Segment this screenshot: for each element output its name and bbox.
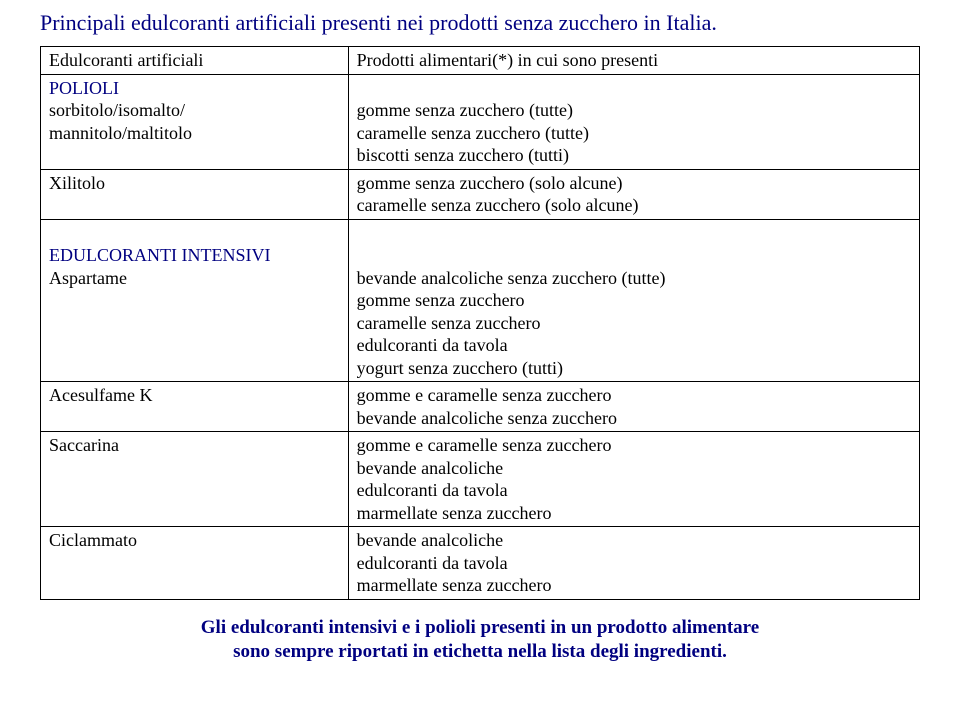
header-right: Prodotti alimentari(*) in cui sono prese… [348,47,919,75]
table-row: EDULCORANTI INTENSIVI Aspartame bevande … [41,219,920,382]
product-line: edulcoranti da tavola [357,479,911,502]
section-cell: POLIOLI sorbitolo/isomalto/ mannitolo/ma… [41,74,349,169]
product-line: gomme e caramelle senza zucchero [357,384,911,407]
product-line: gomme senza zucchero [357,289,911,312]
product-line: marmellate senza zucchero [357,502,911,525]
section-label-intensivi: EDULCORANTI INTENSIVI [49,244,340,267]
section-cell: EDULCORANTI INTENSIVI Aspartame [41,219,349,382]
footer-line: sono sempre riportati in etichetta nella… [40,640,920,665]
sweeteners-table: Edulcoranti artificiali Prodotti aliment… [40,46,920,600]
product-line: caramelle senza zucchero [357,312,911,335]
footer-line: Gli edulcoranti intensivi e i polioli pr… [40,616,920,641]
sweetener-name: Aspartame [49,267,340,290]
sweetener-name: Acesulfame K [41,382,349,432]
table-header-row: Edulcoranti artificiali Prodotti aliment… [41,47,920,75]
product-line: bevande analcoliche senza zucchero (tutt… [357,267,911,290]
page: Principali edulcoranti artificiali prese… [0,0,960,665]
table-row: Ciclammato bevande analcoliche edulcoran… [41,527,920,600]
product-line: edulcoranti da tavola [357,552,911,575]
products-cell: gomme e caramelle senza zucchero bevande… [348,432,919,527]
footer-note: Gli edulcoranti intensivi e i polioli pr… [40,616,920,665]
table-row: Saccarina gomme e caramelle senza zucche… [41,432,920,527]
section-label-polioli: POLIOLI [49,77,340,100]
sweetener-name: Xilitolo [41,169,349,219]
product-line: yogurt senza zucchero (tutti) [357,357,911,380]
page-title: Principali edulcoranti artificiali prese… [40,10,920,36]
product-line: bevande analcoliche [357,529,911,552]
products-cell: bevande analcoliche senza zucchero (tutt… [348,219,919,382]
product-line: gomme senza zucchero (solo alcune) [357,172,911,195]
sweetener-name: Ciclammato [41,527,349,600]
product-line: marmellate senza zucchero [357,574,911,597]
sweetener-name: Saccarina [41,432,349,527]
product-line: caramelle senza zucchero (solo alcune) [357,194,911,217]
product-line: gomme senza zucchero (tutte) [357,99,911,122]
products-cell: bevande analcoliche edulcoranti da tavol… [348,527,919,600]
product-line: edulcoranti da tavola [357,334,911,357]
product-line: bevande analcoliche senza zucchero [357,407,911,430]
products-cell: gomme e caramelle senza zucchero bevande… [348,382,919,432]
table-row: POLIOLI sorbitolo/isomalto/ mannitolo/ma… [41,74,920,169]
table-row: Xilitolo gomme senza zucchero (solo alcu… [41,169,920,219]
table-row: Acesulfame K gomme e caramelle senza zuc… [41,382,920,432]
header-left: Edulcoranti artificiali [41,47,349,75]
sweetener-name: sorbitolo/isomalto/ [49,99,340,122]
product-line: gomme e caramelle senza zucchero [357,434,911,457]
products-cell: gomme senza zucchero (tutte) caramelle s… [348,74,919,169]
product-line: biscotti senza zucchero (tutti) [357,144,911,167]
sweetener-name: mannitolo/maltitolo [49,122,340,145]
products-cell: gomme senza zucchero (solo alcune) caram… [348,169,919,219]
product-line: bevande analcoliche [357,457,911,480]
product-line: caramelle senza zucchero (tutte) [357,122,911,145]
